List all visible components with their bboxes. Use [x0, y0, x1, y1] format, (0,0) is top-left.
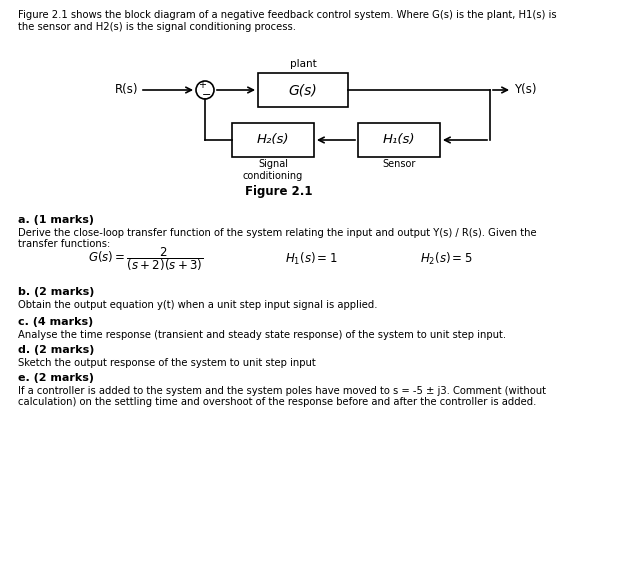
- FancyBboxPatch shape: [358, 123, 440, 157]
- Text: a. (1 marks): a. (1 marks): [18, 215, 94, 225]
- Text: Analyse the time response (transient and steady state response) of the system to: Analyse the time response (transient and…: [18, 330, 506, 340]
- Text: Derive the close-loop transfer function of the system relating the input and out: Derive the close-loop transfer function …: [18, 228, 536, 238]
- Text: $H_2(s) = 5$: $H_2(s) = 5$: [420, 251, 473, 267]
- Text: $G(s) = \dfrac{2}{(s+2)(s+3)}$: $G(s) = \dfrac{2}{(s+2)(s+3)}$: [88, 245, 203, 273]
- Text: d. (2 marks): d. (2 marks): [18, 345, 95, 355]
- Text: Sketch the output response of the system to unit step input: Sketch the output response of the system…: [18, 358, 316, 368]
- Text: If a controller is added to the system and the system poles have moved to s = -5: If a controller is added to the system a…: [18, 386, 546, 396]
- Text: G(s): G(s): [289, 83, 318, 97]
- Text: Sensor: Sensor: [383, 159, 416, 169]
- Text: R(s): R(s): [114, 84, 138, 96]
- Text: c. (4 marks): c. (4 marks): [18, 317, 93, 327]
- Text: Signal
conditioning: Signal conditioning: [243, 159, 303, 180]
- FancyBboxPatch shape: [232, 123, 314, 157]
- Text: e. (2 marks): e. (2 marks): [18, 373, 94, 383]
- Text: Obtain the output equation y(t) when a unit step input signal is applied.: Obtain the output equation y(t) when a u…: [18, 300, 378, 310]
- Text: $H_1(s) = 1$: $H_1(s) = 1$: [285, 251, 337, 267]
- Text: Figure 2.1: Figure 2.1: [245, 185, 313, 198]
- Text: plant: plant: [290, 59, 316, 69]
- Text: H₁(s): H₁(s): [383, 133, 415, 147]
- Text: Y(s): Y(s): [514, 84, 536, 96]
- Text: H₂(s): H₂(s): [256, 133, 289, 147]
- Text: calculation) on the settling time and overshoot of the response before and after: calculation) on the settling time and ov…: [18, 397, 536, 407]
- Text: −: −: [202, 90, 211, 100]
- Text: transfer functions:: transfer functions:: [18, 239, 110, 249]
- Text: the sensor and H2(s) is the signal conditioning process.: the sensor and H2(s) is the signal condi…: [18, 22, 296, 32]
- Text: b. (2 marks): b. (2 marks): [18, 287, 95, 297]
- Circle shape: [196, 81, 214, 99]
- Text: +: +: [198, 81, 206, 90]
- Text: Figure 2.1 shows the block diagram of a negative feedback control system. Where : Figure 2.1 shows the block diagram of a …: [18, 10, 557, 20]
- FancyBboxPatch shape: [258, 73, 348, 107]
